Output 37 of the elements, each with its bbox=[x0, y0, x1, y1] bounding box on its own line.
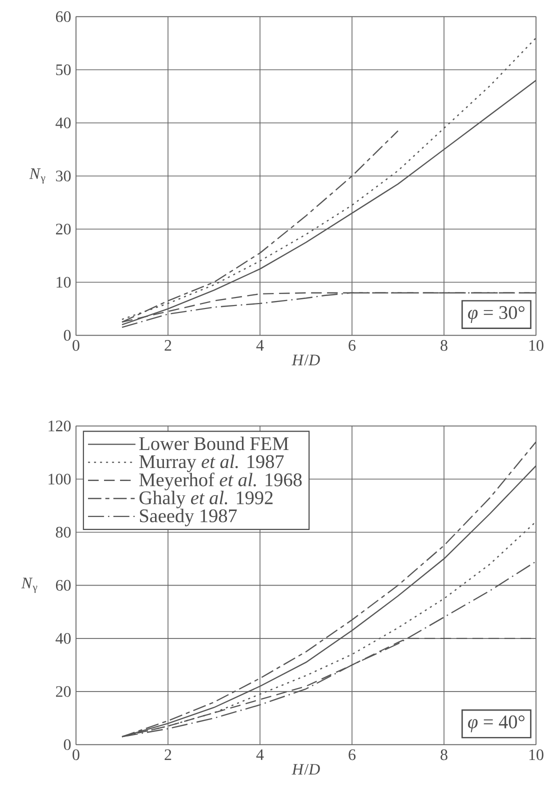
y-tick-label: 80 bbox=[56, 526, 71, 538]
y-tick-label: 120 bbox=[48, 420, 71, 432]
y-tick-label: 60 bbox=[56, 580, 71, 591]
y-tick-label: 100 bbox=[48, 474, 71, 484]
x-tick-label: 10 bbox=[529, 749, 544, 760]
legend-label: Meyerhof et al. 1968 bbox=[139, 472, 302, 490]
legend-label: Ghaly et al. 1992 bbox=[140, 490, 273, 508]
x-tick-label: 10 bbox=[529, 340, 544, 351]
y-axis-title: N$_{γ}$ bbox=[29, 168, 46, 184]
legend-label: Lower Bound FEM bbox=[139, 436, 289, 450]
y-tick-label: 30 bbox=[56, 170, 71, 182]
x-tick-label: 8 bbox=[440, 340, 448, 351]
y-tick-label: 40 bbox=[56, 117, 71, 128]
y-tick-label: 20 bbox=[56, 224, 71, 234]
x-tick-label: 0 bbox=[72, 749, 80, 760]
x-tick-label: 6 bbox=[348, 749, 356, 760]
x-tick-label: 4 bbox=[256, 749, 264, 760]
y-tick-label: 0 bbox=[64, 739, 71, 750]
y-tick-label: 60 bbox=[56, 11, 71, 22]
y-tick-label: 10 bbox=[56, 276, 71, 288]
x-axis-title: H/D bbox=[292, 354, 320, 366]
x-tick-label: 2 bbox=[164, 749, 172, 760]
y-tick-label: 50 bbox=[56, 64, 71, 76]
y-tick-label: 40 bbox=[56, 633, 71, 644]
x-tick-label: 6 bbox=[348, 340, 356, 351]
y-axis-title: N$_{γ}$ bbox=[21, 578, 38, 593]
annotation: φ = 40° bbox=[468, 715, 524, 732]
x-tick-label: 2 bbox=[164, 340, 172, 351]
annotation: φ = 30° bbox=[468, 306, 524, 323]
x-tick-label: 8 bbox=[440, 749, 448, 760]
y-tick-label: 20 bbox=[56, 686, 71, 697]
x-tick-label: 0 bbox=[72, 340, 80, 351]
x-axis-title: H/D bbox=[292, 764, 320, 775]
x-tick-label: 4 bbox=[256, 340, 264, 351]
y-tick-label: 0 bbox=[64, 330, 71, 341]
legend-label: Murray et al. 1987 bbox=[139, 454, 284, 472]
legend-label: Saeedy 1987 bbox=[140, 508, 237, 526]
